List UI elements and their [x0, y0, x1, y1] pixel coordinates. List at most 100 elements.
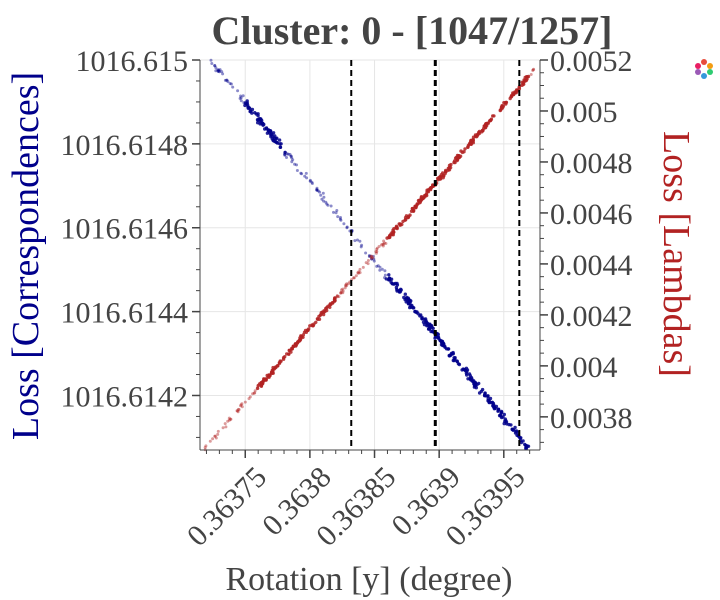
data-point: [400, 222, 404, 227]
data-point: [397, 222, 401, 226]
data-point: [391, 230, 396, 235]
data-point: [479, 389, 483, 394]
data-point: [329, 204, 333, 208]
data-point: [413, 309, 417, 314]
data-point: [289, 154, 293, 158]
data-point: [321, 191, 325, 195]
data-point: [240, 405, 244, 409]
data-point: [216, 68, 220, 72]
data-point: [278, 145, 283, 149]
data-point: [532, 67, 536, 71]
data-point: [260, 121, 265, 126]
data-point: [268, 373, 272, 378]
data-point: [229, 417, 233, 421]
data-point: [453, 160, 457, 165]
data-point: [442, 174, 446, 178]
data-point: [444, 168, 448, 173]
data-point: [477, 381, 481, 386]
x-tick-label: 0.36375: [181, 460, 273, 552]
data-point: [210, 62, 214, 65]
data-point: [239, 404, 243, 408]
data-point: [216, 429, 220, 433]
y-right-tick-label: 0.0046: [550, 198, 633, 231]
data-point: [489, 117, 494, 121]
data-point: [393, 281, 398, 286]
data-point: [341, 291, 345, 295]
data-point: [509, 423, 513, 427]
y-left-tick-label: 1016.6144: [61, 297, 189, 330]
plotly-logo-icon[interactable]: [692, 57, 716, 81]
data-point: [236, 89, 240, 93]
data-point: [239, 94, 243, 98]
data-point: [357, 270, 361, 274]
data-point: [290, 156, 294, 160]
data-point: [422, 194, 427, 198]
data-point: [325, 202, 329, 206]
y-right-tick-label: 0.0052: [550, 45, 633, 78]
data-point: [225, 78, 229, 82]
data-point: [496, 409, 500, 413]
data-point: [395, 287, 399, 292]
data-point: [339, 291, 343, 295]
y-right-tick-label: 0.0042: [550, 300, 633, 333]
data-point: [383, 241, 386, 245]
data-point: [361, 265, 365, 269]
data-point: [372, 257, 376, 261]
data-point: [444, 347, 449, 351]
data-point: [387, 235, 391, 239]
data-point: [226, 80, 230, 84]
data-point: [376, 264, 380, 268]
data-point: [503, 419, 507, 423]
data-point: [392, 227, 396, 231]
data-point: [287, 352, 291, 356]
data-point: [498, 414, 503, 418]
data-point: [209, 58, 213, 62]
data-point: [315, 186, 319, 190]
data-point: [235, 409, 239, 413]
data-point: [298, 339, 302, 343]
data-point: [322, 195, 326, 199]
data-point: [370, 256, 373, 260]
data-point: [299, 171, 303, 175]
data-point: [359, 245, 363, 249]
data-point: [332, 210, 335, 214]
data-point: [306, 328, 310, 332]
data-point: [218, 68, 222, 72]
data-point: [271, 365, 275, 370]
data-point: [449, 162, 453, 167]
data-point: [331, 301, 335, 305]
data-point: [339, 216, 342, 219]
data-point: [217, 68, 221, 72]
data-point: [221, 72, 225, 76]
data-point: [256, 112, 260, 116]
data-point: [308, 179, 312, 183]
data-point: [293, 342, 298, 346]
vertical-lines: [350, 60, 521, 450]
data-point: [226, 419, 230, 423]
data-point: [345, 226, 349, 230]
data-point: [264, 377, 268, 382]
data-point: [317, 317, 322, 321]
data-point: [462, 150, 466, 154]
data-point: [382, 242, 385, 246]
data-point: [285, 152, 289, 156]
data-point: [334, 211, 338, 215]
data-point: [513, 425, 517, 430]
data-point: [337, 295, 341, 299]
data-point: [464, 366, 469, 370]
series-correspondences: [209, 58, 531, 451]
data-point: [472, 382, 476, 386]
data-point: [236, 407, 240, 411]
data-point: [356, 271, 360, 275]
data-point: [371, 254, 375, 258]
data-point: [379, 243, 383, 247]
data-point: [283, 153, 287, 157]
y-right-tick-label: 0.0044: [550, 249, 633, 282]
data-point: [236, 410, 240, 414]
data-point: [374, 250, 378, 254]
y-right-tick-label: 0.0038: [550, 402, 633, 435]
y-left-tick-label: 1016.6142: [61, 380, 189, 413]
data-point: [295, 163, 298, 167]
data-point: [457, 362, 462, 367]
data-point: [452, 358, 456, 363]
